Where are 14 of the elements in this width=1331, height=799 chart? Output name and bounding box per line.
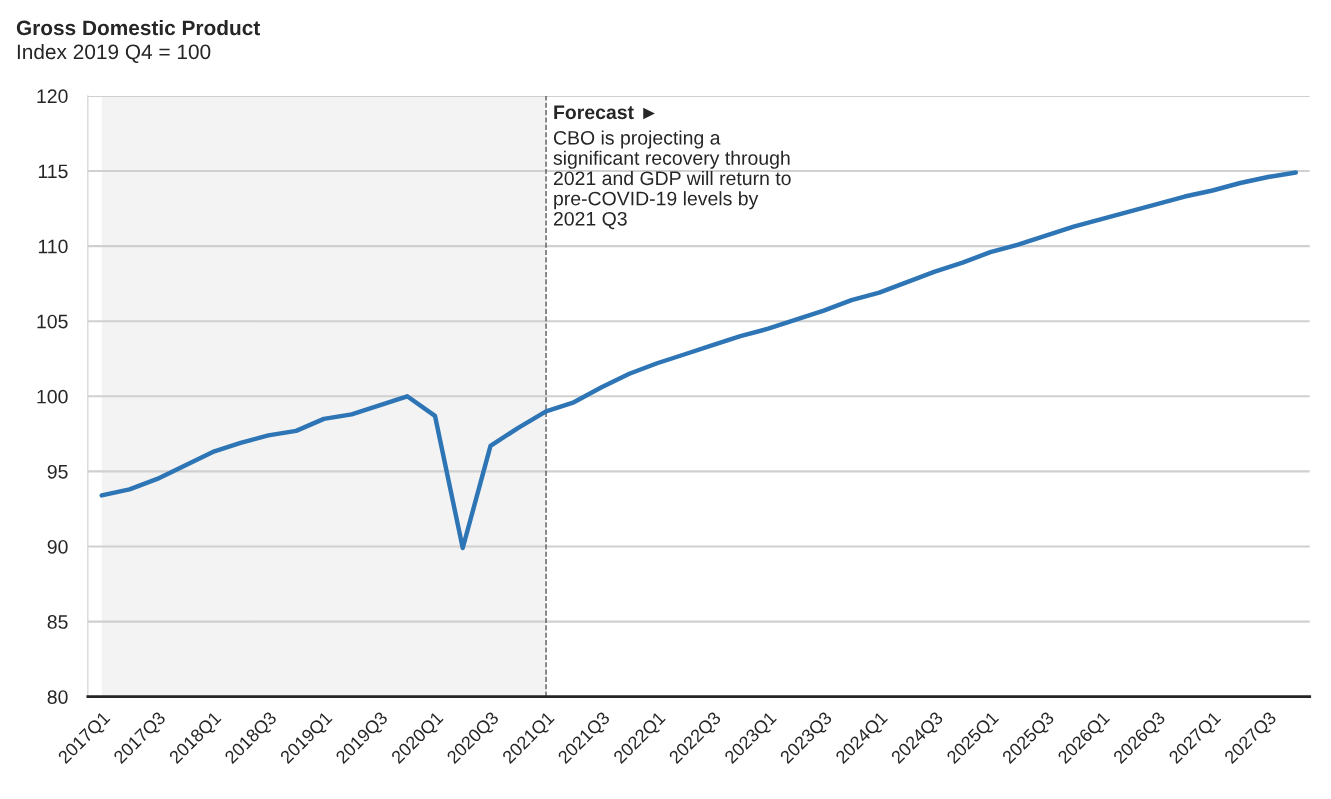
y-tick-label: 100 — [37, 389, 68, 404]
y-tick-label: 105 — [37, 314, 68, 329]
chart-title: Gross Domestic Product — [16, 19, 260, 36]
y-tick-label: 95 — [47, 464, 68, 479]
y-tick-label: 115 — [38, 164, 68, 179]
line-series — [99, 170, 1299, 551]
y-tick-label: 120 — [37, 89, 68, 104]
annotation: CBO is projecting a significant recovery through 2021 and GDP will return to pre-COVID-19 levels by 2021 Q3 — [553, 130, 791, 230]
y-tick-label: 110 — [38, 239, 68, 254]
y-tick-label: 85 — [47, 615, 68, 629]
y-tick-label: 80 — [47, 690, 68, 704]
annotation: Forecast ► — [554, 105, 655, 120]
y-tick-label: 90 — [47, 539, 68, 554]
chart-subtitle: Index 2019 Q4 = 100 — [17, 43, 211, 63]
